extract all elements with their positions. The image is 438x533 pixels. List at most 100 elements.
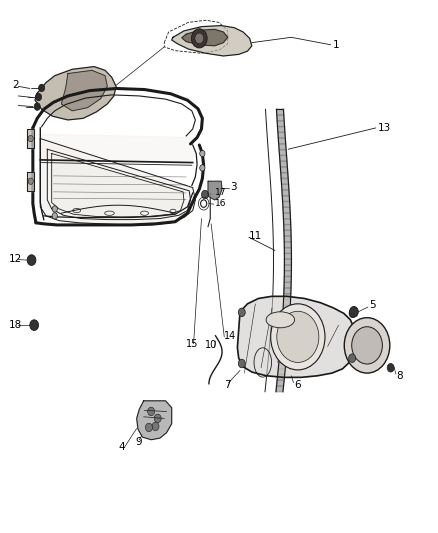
Polygon shape xyxy=(27,129,34,148)
Polygon shape xyxy=(278,138,286,144)
Circle shape xyxy=(344,318,390,373)
Polygon shape xyxy=(61,70,107,111)
Circle shape xyxy=(52,213,57,219)
Polygon shape xyxy=(276,380,284,386)
Polygon shape xyxy=(280,340,288,345)
Polygon shape xyxy=(276,109,284,115)
Circle shape xyxy=(195,33,204,44)
Circle shape xyxy=(154,414,161,423)
Polygon shape xyxy=(281,179,289,184)
Polygon shape xyxy=(277,121,285,126)
Circle shape xyxy=(145,423,152,432)
Circle shape xyxy=(201,190,208,199)
Circle shape xyxy=(152,422,159,431)
Polygon shape xyxy=(278,369,285,375)
Polygon shape xyxy=(208,181,222,200)
Text: 13: 13 xyxy=(378,123,391,133)
Polygon shape xyxy=(282,322,289,328)
Text: 16: 16 xyxy=(215,199,226,208)
Text: 1: 1 xyxy=(333,40,339,50)
Polygon shape xyxy=(237,296,354,377)
Polygon shape xyxy=(283,305,290,311)
Circle shape xyxy=(350,306,358,317)
Polygon shape xyxy=(278,363,286,369)
Circle shape xyxy=(387,364,394,372)
Text: 2: 2 xyxy=(12,80,19,90)
Text: 14: 14 xyxy=(224,331,237,341)
Polygon shape xyxy=(284,242,291,248)
Polygon shape xyxy=(277,115,284,121)
Polygon shape xyxy=(279,156,287,161)
Polygon shape xyxy=(281,328,289,334)
Text: 5: 5 xyxy=(369,300,375,310)
Polygon shape xyxy=(282,184,289,190)
Polygon shape xyxy=(284,253,291,259)
Circle shape xyxy=(28,135,33,142)
Circle shape xyxy=(238,308,245,317)
Circle shape xyxy=(200,165,205,171)
Polygon shape xyxy=(52,154,184,217)
Text: 9: 9 xyxy=(136,438,142,447)
Circle shape xyxy=(200,150,205,157)
Polygon shape xyxy=(282,190,289,196)
Polygon shape xyxy=(284,236,291,242)
Polygon shape xyxy=(283,213,290,219)
Polygon shape xyxy=(278,126,285,132)
Polygon shape xyxy=(283,201,290,207)
Circle shape xyxy=(39,84,45,92)
Polygon shape xyxy=(137,401,172,440)
Polygon shape xyxy=(284,282,291,288)
Polygon shape xyxy=(281,173,288,179)
Polygon shape xyxy=(40,134,195,163)
Polygon shape xyxy=(282,317,290,322)
Circle shape xyxy=(35,93,42,101)
Polygon shape xyxy=(280,167,288,173)
Polygon shape xyxy=(284,277,291,282)
Text: 11: 11 xyxy=(249,231,262,240)
Circle shape xyxy=(34,103,40,110)
Polygon shape xyxy=(279,144,286,150)
Circle shape xyxy=(148,407,155,416)
Polygon shape xyxy=(279,351,287,357)
Polygon shape xyxy=(35,67,116,120)
Polygon shape xyxy=(284,271,291,277)
Ellipse shape xyxy=(266,312,294,328)
Polygon shape xyxy=(279,357,286,363)
Text: 3: 3 xyxy=(230,182,237,191)
Polygon shape xyxy=(284,259,291,265)
Polygon shape xyxy=(280,161,287,167)
Circle shape xyxy=(349,354,356,362)
Text: 15: 15 xyxy=(186,339,198,349)
Polygon shape xyxy=(284,265,291,271)
Text: 17: 17 xyxy=(215,189,226,197)
Polygon shape xyxy=(281,334,288,340)
Text: 7: 7 xyxy=(224,380,231,390)
Polygon shape xyxy=(279,150,286,156)
Circle shape xyxy=(352,327,382,364)
Polygon shape xyxy=(280,345,287,351)
Polygon shape xyxy=(283,219,291,224)
Polygon shape xyxy=(40,139,195,225)
Polygon shape xyxy=(283,300,290,305)
Circle shape xyxy=(277,311,319,362)
Polygon shape xyxy=(283,294,291,300)
Polygon shape xyxy=(284,230,291,236)
Polygon shape xyxy=(27,172,34,191)
Text: 4: 4 xyxy=(118,442,125,451)
Circle shape xyxy=(191,29,207,48)
Text: 10: 10 xyxy=(205,341,217,350)
Circle shape xyxy=(349,309,356,318)
Circle shape xyxy=(52,206,57,212)
Polygon shape xyxy=(172,26,252,56)
Polygon shape xyxy=(276,386,283,392)
Polygon shape xyxy=(283,207,290,213)
Circle shape xyxy=(28,178,33,184)
Circle shape xyxy=(27,255,36,265)
Polygon shape xyxy=(278,132,285,138)
Polygon shape xyxy=(284,248,291,253)
Circle shape xyxy=(30,320,39,330)
Text: 8: 8 xyxy=(396,371,403,381)
Text: 6: 6 xyxy=(294,380,301,390)
Text: 18: 18 xyxy=(9,320,22,330)
Circle shape xyxy=(238,359,245,368)
